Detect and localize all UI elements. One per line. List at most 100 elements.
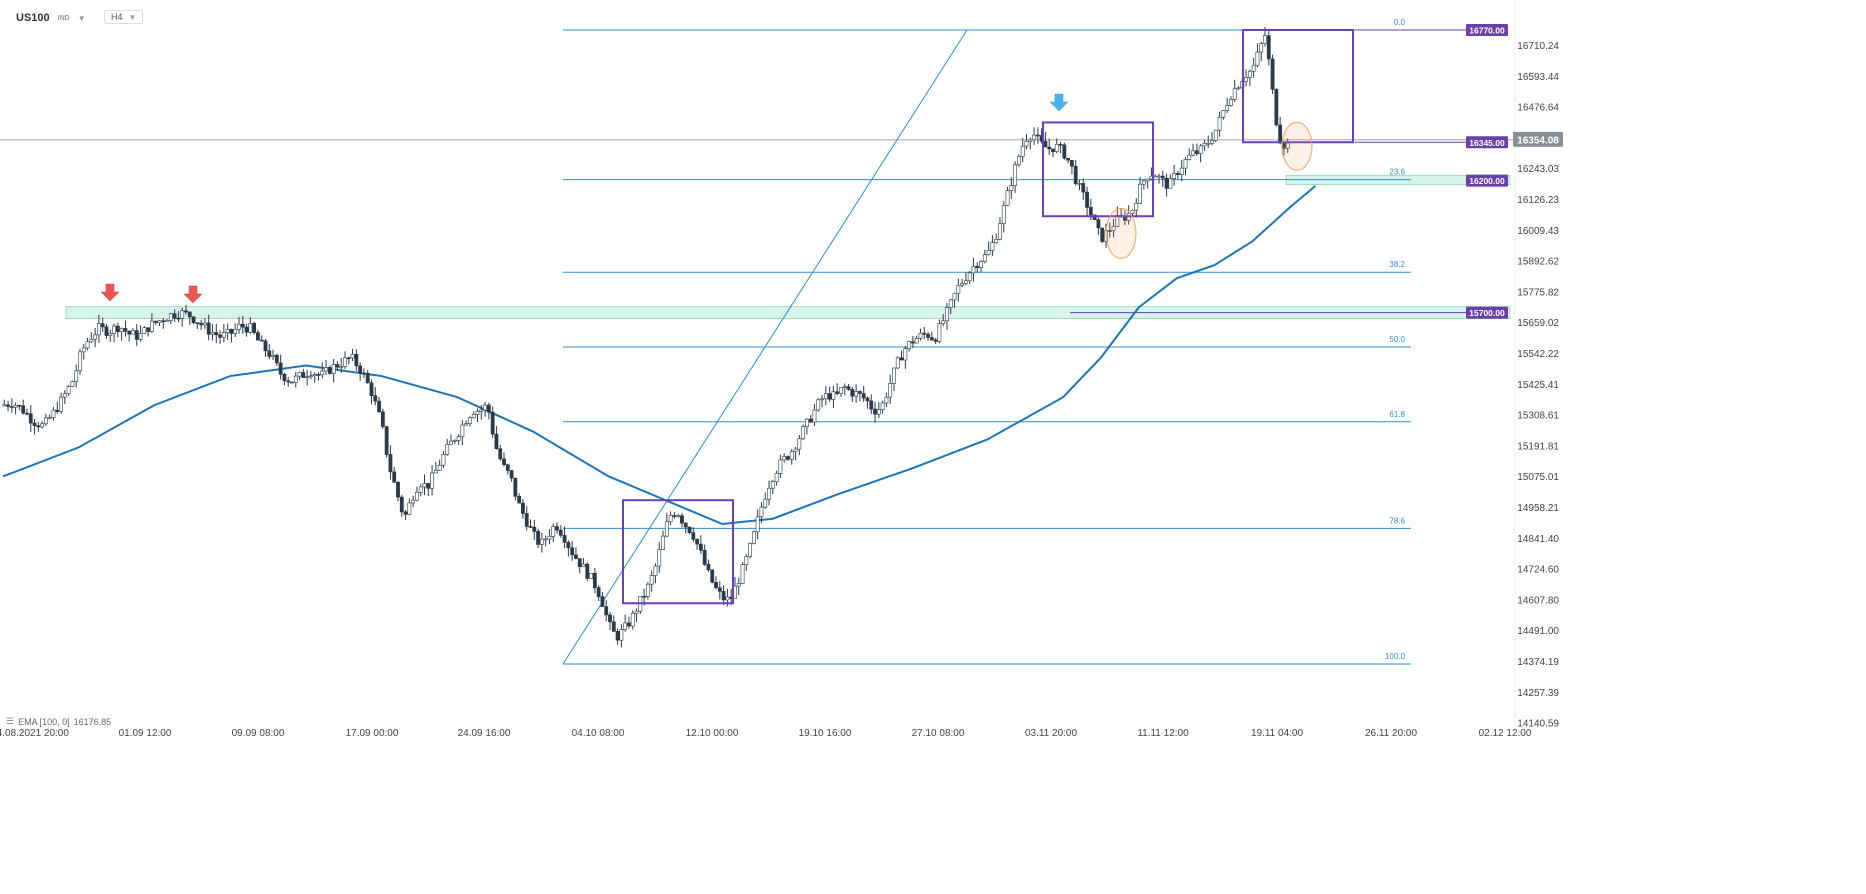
- candle-body: [1225, 105, 1230, 111]
- candle: [244, 323, 249, 337]
- indicator-legend[interactable]: ☰ EMA [100, 0] 16176.85: [6, 716, 111, 727]
- candle-body: [672, 515, 677, 517]
- candle: [331, 359, 336, 383]
- candle: [127, 330, 132, 342]
- candle: [97, 314, 101, 343]
- fib-label: 38.2: [1389, 260, 1405, 269]
- candle-body: [748, 543, 753, 557]
- symbol-label[interactable]: US100: [16, 12, 50, 24]
- candle: [994, 233, 999, 244]
- candle: [801, 424, 806, 441]
- candle: [6, 400, 10, 412]
- level-badge-label: 15700.00: [1469, 308, 1505, 318]
- candle: [1191, 143, 1195, 157]
- candle-body: [74, 370, 79, 382]
- candle-body: [240, 323, 245, 328]
- candle-body: [498, 448, 503, 460]
- candle: [952, 292, 957, 309]
- candle-body: [464, 423, 469, 426]
- candle: [846, 383, 851, 391]
- candle: [786, 455, 790, 461]
- candle: [812, 404, 817, 426]
- candle: [649, 570, 654, 592]
- candle-body: [369, 382, 374, 396]
- candle-body: [964, 280, 968, 284]
- indicator-value: 16176.85: [73, 716, 112, 727]
- candle-body: [566, 542, 571, 549]
- candle-body: [736, 582, 741, 587]
- candle-body: [903, 348, 908, 361]
- candle-body: [377, 400, 381, 413]
- candle-body: [706, 564, 711, 571]
- candle: [17, 404, 22, 411]
- candle-body: [888, 383, 893, 398]
- candle-body: [203, 322, 207, 326]
- candle-body: [165, 320, 169, 322]
- candle-body: [305, 376, 310, 378]
- candle-body: [486, 404, 491, 413]
- candle-body: [502, 458, 506, 465]
- candle-body: [895, 357, 900, 369]
- candle-body: [657, 549, 662, 567]
- y-tick-label: 15308.61: [1517, 411, 1559, 422]
- candle-body: [1077, 183, 1082, 185]
- candle-body: [282, 373, 287, 382]
- candle: [880, 400, 885, 414]
- indicator-menu-icon[interactable]: ☰: [6, 716, 15, 726]
- fib-trendline: [562, 29, 968, 665]
- symbol-dropdown-icon[interactable]: ▼: [77, 13, 86, 23]
- fib-label: 0.0: [1394, 18, 1406, 27]
- candle-body: [581, 563, 586, 567]
- candle: [1032, 127, 1036, 146]
- candle: [687, 526, 692, 535]
- candle-body: [623, 622, 628, 630]
- candle: [608, 612, 612, 630]
- candle: [850, 386, 855, 403]
- candle: [343, 351, 347, 370]
- candle-body: [634, 610, 639, 614]
- candle-body: [899, 357, 904, 361]
- candle-body: [335, 364, 340, 368]
- candle: [1081, 178, 1086, 200]
- candle: [1035, 127, 1040, 144]
- candle: [695, 538, 700, 550]
- chevron-down-icon: ▼: [128, 12, 137, 22]
- candle-body: [1278, 124, 1283, 144]
- candle: [369, 379, 374, 405]
- candle: [1168, 174, 1173, 189]
- candle-body: [1251, 64, 1256, 72]
- candle: [214, 323, 219, 344]
- candle-body: [574, 554, 578, 559]
- candle: [623, 614, 628, 632]
- candle-body: [131, 330, 135, 335]
- candle: [2, 399, 7, 407]
- timeframe-label: H4: [111, 12, 123, 22]
- candle: [256, 329, 260, 341]
- candle: [903, 345, 908, 369]
- candle: [1172, 164, 1177, 186]
- candle: [373, 387, 378, 406]
- candle-body: [263, 340, 268, 352]
- candle-body: [676, 515, 681, 518]
- candle-body: [521, 502, 525, 514]
- candle: [150, 313, 154, 333]
- candle-body: [604, 606, 609, 616]
- candle: [44, 413, 48, 426]
- candle-body: [259, 339, 264, 342]
- candle-body: [551, 526, 556, 537]
- candle-body: [70, 381, 75, 387]
- candle-body: [1024, 140, 1029, 147]
- timeframe-selector[interactable]: H4 ▼: [104, 10, 144, 24]
- candle-body: [1157, 175, 1161, 178]
- candle-body: [218, 334, 222, 338]
- candle: [577, 558, 582, 574]
- candle: [551, 523, 556, 543]
- candle: [1100, 227, 1105, 244]
- x-tick-label: 04.10 08:00: [572, 728, 625, 739]
- candle: [702, 544, 707, 566]
- candle: [1183, 157, 1188, 176]
- candle-body: [1202, 143, 1207, 147]
- candle-body: [1263, 35, 1267, 44]
